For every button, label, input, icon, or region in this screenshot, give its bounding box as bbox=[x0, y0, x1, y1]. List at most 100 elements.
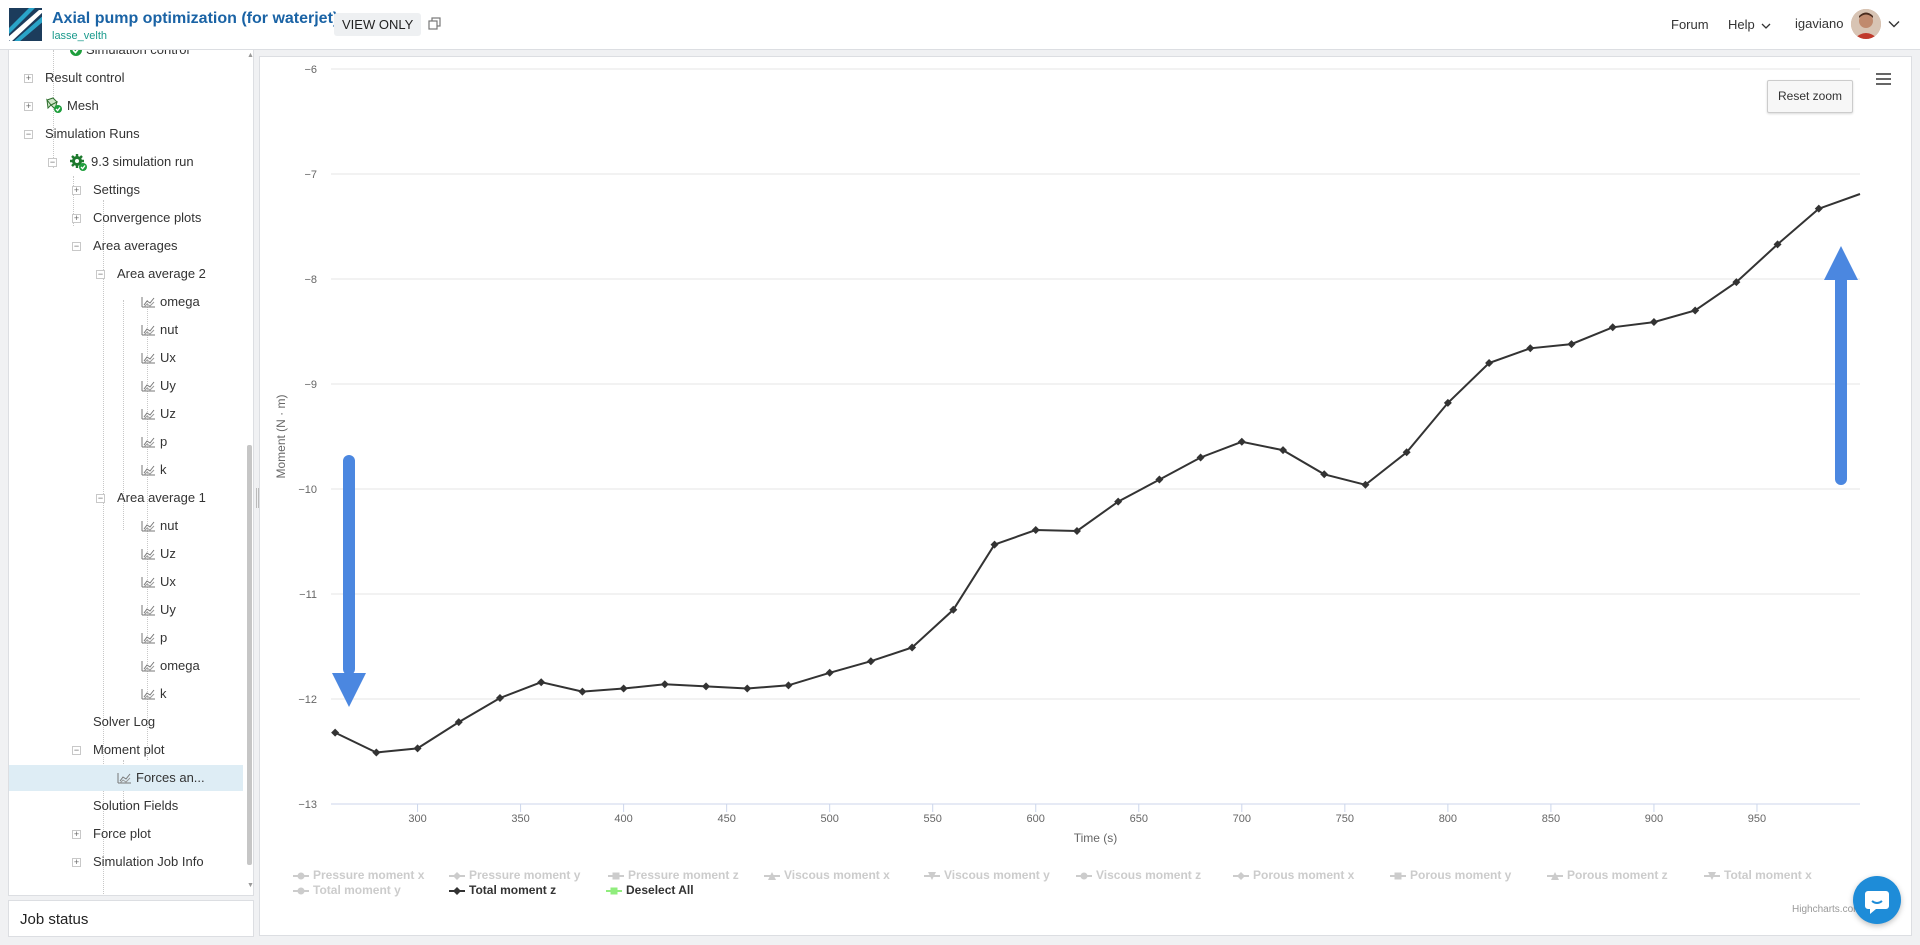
project-tree: Simulation control + Result control + Mesh − S… bbox=[8, 50, 254, 896]
tree-item-label: omega bbox=[160, 294, 200, 309]
tree-item-settings[interactable]: + Settings bbox=[9, 177, 241, 203]
legend-label: Total moment x bbox=[1724, 868, 1812, 882]
tree-item-label: Simulation Runs bbox=[45, 126, 140, 141]
legend-label: Viscous moment y bbox=[944, 868, 1050, 882]
legend-item-pressure-moment-z[interactable]: Pressure moment z bbox=[608, 868, 739, 882]
avatar[interactable] bbox=[1851, 9, 1881, 39]
expand-icon[interactable]: + bbox=[72, 185, 81, 195]
expand-icon[interactable]: + bbox=[72, 829, 81, 839]
forum-link[interactable]: Forum bbox=[1671, 17, 1709, 32]
chevron-down-icon[interactable] bbox=[1888, 20, 1900, 28]
legend-item-total-moment-z[interactable]: Total moment z bbox=[449, 883, 556, 897]
job-status-panel[interactable]: Job status bbox=[8, 900, 254, 937]
legend-label: Pressure moment x bbox=[313, 868, 425, 882]
collapse-icon[interactable]: − bbox=[96, 493, 105, 503]
legend-item-total-moment-y[interactable]: Total moment y bbox=[293, 883, 401, 897]
legend-marker-icon bbox=[608, 872, 624, 880]
legend-item-viscous-moment-y[interactable]: Viscous moment y bbox=[924, 868, 1050, 882]
legend-item-porous-moment-z[interactable]: Porous moment z bbox=[1547, 868, 1668, 882]
tree-item-9-3-simulation-run[interactable]: − 9.3 simulation run bbox=[9, 149, 241, 175]
tree-item-uz[interactable]: Uz bbox=[9, 541, 241, 567]
scroll-up-icon[interactable]: ▲ bbox=[247, 52, 254, 59]
collapse-icon[interactable]: − bbox=[48, 157, 57, 167]
tree-guide-line bbox=[73, 176, 74, 226]
legend-item-pressure-moment-x[interactable]: Pressure moment x bbox=[293, 868, 424, 882]
chart-icon bbox=[141, 689, 155, 700]
tree-item-omega[interactable]: omega bbox=[9, 653, 241, 679]
highcharts-credits[interactable]: Highcharts.com bbox=[1792, 904, 1862, 915]
deselect-all-button[interactable]: Deselect All bbox=[606, 883, 694, 897]
tree-item-omega[interactable]: omega bbox=[9, 289, 241, 315]
username[interactable]: igaviano bbox=[1795, 16, 1844, 31]
tree-item-label: Force plot bbox=[93, 826, 151, 841]
project-owner-link[interactable]: lasse_velth bbox=[52, 30, 108, 42]
tree-item-label: Ux bbox=[160, 350, 176, 365]
tree-item-area-averages[interactable]: − Area averages bbox=[9, 233, 241, 259]
tree-item-solution-fields[interactable]: Solution Fields bbox=[9, 793, 241, 819]
tree-item-forces-an[interactable]: Forces an... bbox=[9, 765, 243, 791]
tree-item-force-plot[interactable]: + Force plot bbox=[9, 821, 241, 847]
tree-item-label: p bbox=[160, 630, 168, 645]
help-menu[interactable]: Help bbox=[1728, 17, 1771, 32]
tree-item-moment-plot[interactable]: − Moment plot bbox=[9, 737, 241, 763]
tree-item-uy[interactable]: Uy bbox=[9, 373, 241, 399]
tree-item-k[interactable]: k bbox=[9, 457, 241, 483]
tree-item-uy[interactable]: Uy bbox=[9, 597, 241, 623]
tree-item-uz[interactable]: Uz bbox=[9, 401, 241, 427]
chart-icon bbox=[141, 325, 155, 336]
expand-icon[interactable]: + bbox=[24, 101, 33, 111]
tree-item-label: nut bbox=[160, 518, 179, 533]
copy-icon[interactable] bbox=[428, 17, 442, 31]
reset-zoom-button[interactable]: Reset zoom bbox=[1767, 80, 1853, 113]
chat-button[interactable] bbox=[1853, 876, 1901, 924]
tree-item-label: Uz bbox=[160, 406, 176, 421]
tree-item-simulation-job-info[interactable]: + Simulation Job Info bbox=[9, 849, 241, 875]
tree-item-label: Area averages bbox=[93, 238, 178, 253]
tree-item-simulation-runs[interactable]: − Simulation Runs bbox=[9, 121, 241, 147]
legend-item-viscous-moment-z[interactable]: Viscous moment z bbox=[1076, 868, 1201, 882]
gear-check-icon bbox=[70, 154, 87, 171]
tree-item-mesh[interactable]: + Mesh bbox=[9, 93, 241, 119]
tree-item-simulation-control[interactable]: Simulation control bbox=[9, 50, 241, 63]
tree-item-label: Simulation control bbox=[86, 50, 189, 63]
tree-item-result-control[interactable]: + Result control bbox=[9, 65, 241, 91]
tree-item-k[interactable]: k bbox=[9, 681, 241, 707]
expand-icon[interactable]: + bbox=[24, 73, 33, 83]
expand-icon[interactable]: + bbox=[72, 213, 81, 223]
legend-marker-icon bbox=[449, 886, 465, 895]
tree-item-label: Uy bbox=[160, 378, 176, 393]
legend-label: Viscous moment z bbox=[1096, 868, 1202, 882]
legend-item-viscous-moment-x[interactable]: Viscous moment x bbox=[764, 868, 890, 882]
panel-resize-handle[interactable] bbox=[256, 488, 259, 508]
tree-item-area-average-2[interactable]: − Area average 2 bbox=[9, 261, 241, 287]
tree-item-label: Mesh bbox=[67, 98, 99, 113]
tree-item-area-average-1[interactable]: − Area average 1 bbox=[9, 485, 241, 511]
legend-item-porous-moment-y[interactable]: Porous moment y bbox=[1390, 868, 1511, 882]
collapse-icon[interactable]: − bbox=[72, 745, 81, 755]
tree-item-p[interactable]: p bbox=[9, 429, 241, 455]
hamburger-menu-icon[interactable] bbox=[1876, 73, 1891, 85]
tree-item-p[interactable]: p bbox=[9, 625, 241, 651]
legend-label: Viscous moment x bbox=[784, 868, 890, 882]
legend-item-total-moment-x[interactable]: Total moment x bbox=[1704, 868, 1812, 882]
tree-guide-line bbox=[147, 530, 148, 760]
legend-marker-icon bbox=[924, 871, 940, 880]
legend-item-pressure-moment-y[interactable]: Pressure moment y bbox=[449, 868, 580, 882]
tree-item-nut[interactable]: nut bbox=[9, 317, 241, 343]
collapse-icon[interactable]: − bbox=[96, 269, 105, 279]
expand-icon[interactable]: + bbox=[72, 857, 81, 867]
tree-item-ux[interactable]: Ux bbox=[9, 569, 241, 595]
tree-item-ux[interactable]: Ux bbox=[9, 345, 241, 371]
collapse-icon[interactable]: − bbox=[24, 129, 33, 139]
collapse-icon[interactable]: − bbox=[72, 241, 81, 251]
legend-label: Total moment y bbox=[313, 883, 401, 897]
sidebar-scrollbar[interactable] bbox=[247, 445, 252, 865]
scroll-down-icon[interactable]: ▼ bbox=[247, 882, 254, 889]
legend-item-porous-moment-x[interactable]: Porous moment x bbox=[1233, 868, 1354, 882]
simscale-logo[interactable] bbox=[9, 8, 42, 41]
project-title: Axial pump optimization (for waterjet) bbox=[52, 10, 339, 27]
tree-item-convergence-plots[interactable]: + Convergence plots bbox=[9, 205, 241, 231]
tree-item-solver-log[interactable]: Solver Log bbox=[9, 709, 241, 735]
legend-marker-icon bbox=[1076, 872, 1092, 880]
tree-item-nut[interactable]: nut bbox=[9, 513, 241, 539]
